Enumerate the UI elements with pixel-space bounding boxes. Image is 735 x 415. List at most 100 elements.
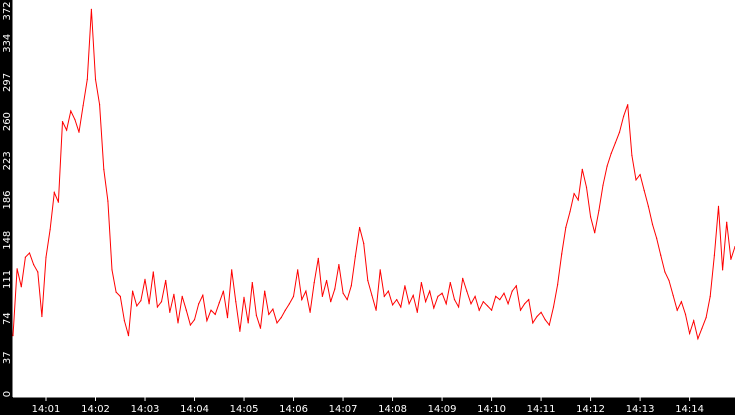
data-point (598, 210, 600, 212)
data-point (82, 105, 84, 107)
data-point (367, 279, 369, 282)
data-point (107, 200, 109, 202)
data-point (594, 232, 596, 234)
data-point (482, 301, 484, 303)
data-point (292, 295, 295, 297)
data-point (635, 179, 637, 181)
data-point (272, 308, 274, 310)
data-point (441, 292, 443, 294)
data-point (132, 290, 134, 292)
data-point (284, 309, 286, 311)
data-point (511, 290, 513, 292)
data-point (247, 322, 249, 324)
data-point (540, 311, 542, 313)
data-point (672, 294, 674, 296)
data-point (561, 253, 563, 255)
data-point (647, 205, 650, 207)
data-point (231, 269, 233, 271)
data-point (656, 237, 658, 239)
data-point (111, 269, 113, 271)
data-point (90, 8, 92, 10)
data-point (193, 319, 196, 321)
data-point (354, 255, 356, 257)
data-point (144, 278, 146, 280)
data-point (330, 301, 332, 303)
data-point (115, 291, 117, 293)
data-point (408, 303, 410, 305)
data-point (305, 290, 307, 292)
data-point (214, 313, 216, 315)
data-point (363, 242, 365, 244)
data-point (28, 252, 31, 254)
x-tick-label: 14:12 (576, 404, 605, 415)
data-point (359, 226, 361, 229)
data-point (16, 268, 18, 270)
data-point (20, 286, 22, 288)
x-tick-label: 14:03 (131, 404, 160, 415)
y-tick-label: 334 (2, 34, 13, 53)
data-point (165, 279, 167, 282)
data-point (697, 338, 699, 340)
y-axis: 0 37 74 111 148 186 223 260 297 334 372 (2, 0, 14, 397)
plot-area (13, 0, 735, 397)
data-point (491, 309, 493, 311)
data-point (416, 311, 418, 313)
data-point (709, 295, 711, 297)
data-point (552, 306, 555, 308)
data-point (548, 324, 550, 326)
data-point (705, 317, 707, 319)
x-tick-label: 14:02 (81, 404, 110, 415)
data-point (713, 254, 716, 256)
data-point (61, 121, 64, 123)
data-point (639, 174, 641, 176)
data-point (478, 309, 480, 311)
data-point (169, 311, 171, 313)
data-point (206, 320, 208, 322)
data-point (445, 303, 447, 305)
y-tick-label: 148 (2, 231, 13, 250)
data-point (573, 193, 575, 195)
data-point (177, 322, 179, 324)
data-point (590, 216, 592, 218)
data-point (404, 285, 406, 287)
data-point (449, 282, 451, 284)
data-point (66, 129, 68, 131)
data-point (660, 254, 662, 256)
data-point (239, 330, 241, 332)
data-point (334, 288, 336, 290)
x-tick-label: 14:01 (32, 404, 61, 415)
x-tick-label: 14:06 (279, 404, 308, 415)
data-point (462, 277, 464, 279)
data-point (301, 299, 303, 301)
data-point (618, 131, 621, 133)
data-point (49, 229, 51, 231)
data-point (103, 168, 105, 170)
data-point (94, 78, 97, 80)
data-point (222, 290, 224, 292)
data-point (396, 299, 398, 301)
data-point (412, 294, 414, 296)
x-tick-label: 14:13 (626, 404, 655, 415)
data-point (643, 189, 645, 192)
data-point (371, 294, 373, 296)
data-point (99, 104, 101, 106)
data-point (264, 290, 266, 292)
data-point (202, 294, 204, 296)
data-point (689, 332, 691, 335)
data-point (651, 223, 654, 225)
series-points (12, 8, 735, 340)
x-tick-label: 14:14 (675, 404, 704, 415)
data-point (458, 306, 460, 308)
y-tick-label: 186 (2, 190, 13, 209)
data-point (226, 317, 229, 319)
data-point (557, 284, 559, 286)
data-point (74, 118, 76, 121)
data-point (680, 301, 683, 303)
data-point (288, 303, 290, 305)
data-point (255, 314, 257, 316)
y-tick-label: 297 (2, 73, 13, 92)
data-point (519, 309, 522, 311)
y-tick-label: 74 (2, 312, 13, 325)
data-point (693, 320, 695, 322)
data-point (185, 309, 187, 311)
